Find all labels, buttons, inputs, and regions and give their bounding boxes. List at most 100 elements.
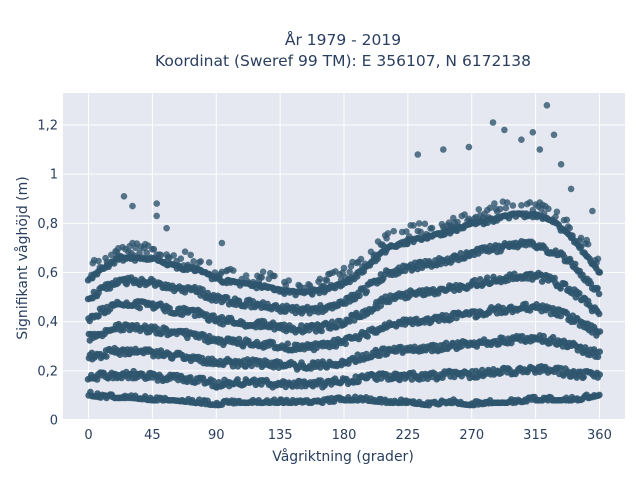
data-point [501, 126, 508, 134]
data-point [484, 274, 491, 282]
data-point [576, 290, 583, 297]
data-point [230, 267, 237, 274]
data-point [553, 208, 561, 216]
data-points [84, 102, 604, 409]
data-point [440, 146, 447, 153]
x-tick-label: 315 [523, 428, 548, 443]
x-tick-label: 225 [395, 428, 420, 443]
x-tick-label: 0 [84, 428, 92, 443]
data-point [595, 290, 603, 298]
data-point [489, 119, 497, 126]
data-point [323, 277, 331, 284]
data-point [552, 213, 559, 221]
data-point [557, 285, 564, 292]
data-point [95, 257, 102, 265]
data-point [536, 146, 544, 153]
x-tick-label: 45 [144, 428, 161, 443]
data-point [596, 371, 603, 378]
data-point [136, 304, 144, 312]
data-point [258, 274, 266, 281]
data-point [410, 222, 417, 229]
data-point [199, 374, 207, 382]
x-axis-label: Vågriktning (grader) [272, 448, 414, 465]
data-point [421, 220, 429, 228]
data-point [340, 264, 348, 272]
data-point [284, 340, 292, 348]
data-point [120, 193, 128, 200]
data-point [143, 249, 150, 256]
data-point [540, 332, 547, 340]
x-tick-label: 270 [459, 428, 484, 443]
data-point [356, 292, 363, 300]
x-tick-label: 135 [268, 428, 293, 443]
data-point [518, 202, 525, 209]
data-point [197, 258, 204, 265]
data-point [571, 260, 579, 268]
y-tick-label: 1,2 [37, 118, 58, 133]
data-point [153, 200, 160, 207]
data-point [190, 258, 197, 265]
data-point [157, 251, 165, 259]
data-point [223, 294, 231, 301]
data-point [577, 234, 585, 242]
data-point [569, 232, 576, 239]
y-tick-label: 0,4 [37, 315, 58, 330]
chart-subtitle: Koordinat (Sweref 99 TM): E 356107, N 61… [155, 52, 531, 70]
data-point [384, 230, 392, 237]
y-axis-label: Signifikant våghöjd (m) [14, 176, 31, 339]
data-point [363, 288, 371, 295]
chart-title: År 1979 - 2019 [285, 30, 401, 49]
data-point [448, 315, 455, 323]
data-point [187, 251, 194, 259]
data-point [461, 211, 468, 218]
data-point [584, 240, 592, 248]
data-point [596, 268, 603, 276]
data-point [596, 391, 603, 399]
data-point [545, 205, 552, 213]
data-point [595, 310, 603, 318]
data-point [93, 376, 101, 383]
data-point [496, 205, 504, 213]
data-point [551, 274, 558, 282]
data-point [120, 326, 127, 334]
data-point [181, 248, 189, 255]
data-point [414, 151, 422, 158]
x-tick-label: 90 [208, 428, 225, 443]
data-point [285, 277, 293, 284]
data-point [177, 255, 185, 262]
data-point [346, 268, 354, 276]
data-point [129, 202, 136, 210]
y-tick-label: 0,2 [37, 364, 58, 379]
data-point [218, 239, 226, 247]
data-point [318, 327, 325, 335]
y-tick-label: 0 [50, 414, 58, 429]
x-axis-ticks: 0 45 90 135 180 225 270 315 360 [84, 428, 611, 443]
data-point [567, 185, 575, 193]
data-point [561, 280, 569, 288]
data-point [259, 268, 267, 276]
y-axis-ticks: 0 0,2 0,4 0,6 0,8 1 1,2 [37, 118, 58, 428]
data-point [170, 252, 177, 259]
data-point [502, 204, 510, 212]
data-point [518, 136, 525, 143]
data-point [415, 220, 423, 227]
data-point [589, 207, 596, 215]
data-point [163, 224, 170, 232]
data-point [428, 224, 436, 232]
data-point [594, 353, 602, 361]
data-point [543, 102, 551, 109]
data-point [580, 373, 587, 381]
y-tick-label: 0,6 [37, 266, 58, 281]
data-point [594, 255, 602, 263]
data-point [557, 161, 565, 168]
data-point [475, 206, 483, 213]
data-point [596, 348, 603, 356]
data-point [342, 340, 350, 348]
data-point [136, 249, 143, 256]
data-point [594, 284, 601, 292]
data-point [550, 131, 558, 139]
data-point [364, 333, 372, 340]
data-point [242, 272, 250, 279]
data-point [316, 275, 324, 283]
